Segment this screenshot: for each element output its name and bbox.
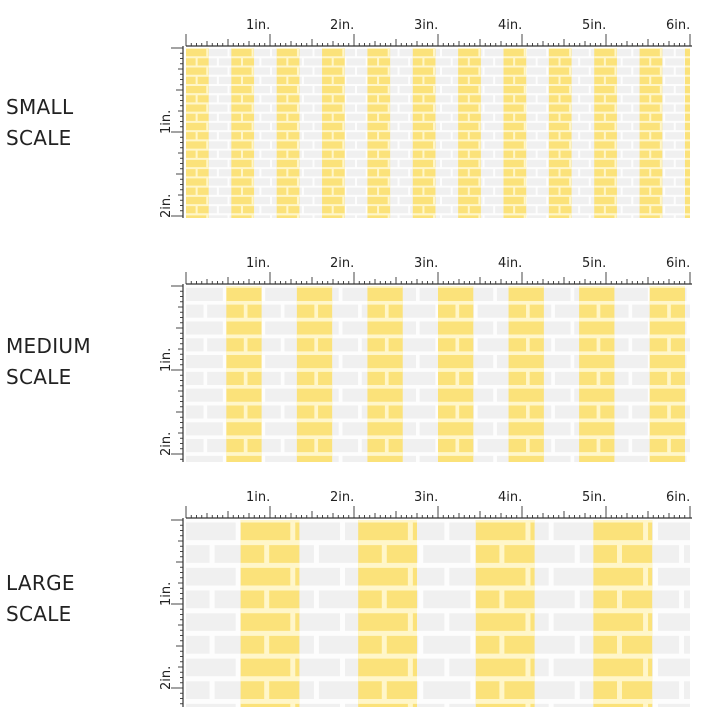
small-scale-label-line1: SMALL — [6, 95, 74, 119]
small-scale-ruler-label: 4in. — [498, 18, 522, 33]
small-scale-ruler-label: 5in. — [582, 18, 606, 33]
large-scale-ruler-label: 2in. — [330, 490, 354, 505]
medium-scale-label: MEDIUM SCALE — [6, 331, 91, 393]
small-scale-yellow-stripe — [684, 48, 690, 218]
medium-scale-ruler-label: 2in. — [330, 256, 354, 271]
large-scale-label-line2: SCALE — [6, 602, 72, 626]
small-scale-fabric — [186, 48, 690, 218]
small-scale-label-line2: SCALE — [6, 126, 72, 150]
small-scale-vertical-label: 1in. — [159, 110, 174, 134]
large-scale-ruler-label: 3in. — [414, 490, 438, 505]
small-scale-vertical-label: 2in. — [159, 194, 174, 218]
large-scale-swatch: 1in. 2in. 3in. 4in. 5in. 6in. 1in. 2in. — [159, 490, 692, 707]
large-scale-fabric — [186, 520, 690, 707]
large-scale-ruler-label: 4in. — [498, 490, 522, 505]
medium-scale-vertical-label: 1in. — [159, 348, 174, 372]
medium-scale-ruler-label: 1in. — [246, 256, 270, 271]
medium-scale-label-line2: SCALE — [6, 365, 72, 389]
medium-scale-fabric — [186, 286, 690, 462]
large-scale-vertical-label: 1in. — [159, 582, 174, 606]
large-scale-label-line1: LARGE — [6, 571, 75, 595]
large-scale-yellow-stripe — [358, 520, 417, 707]
small-scale-ruler-label: 2in. — [330, 18, 354, 33]
large-scale-ruler-label: 5in. — [582, 490, 606, 505]
medium-scale-ruler-label: 5in. — [582, 256, 606, 271]
medium-scale-ruler-label: 4in. — [498, 256, 522, 271]
small-scale-ruler-label: 6in. — [666, 18, 690, 33]
medium-scale-vertical-label: 2in. — [159, 432, 174, 456]
small-scale-ruler-label: 3in. — [414, 18, 438, 33]
large-scale-yellow-stripe — [475, 520, 535, 707]
large-scale-label: LARGE SCALE — [6, 568, 75, 630]
medium-scale-label-line1: MEDIUM — [6, 334, 91, 358]
medium-scale-ruler-label: 3in. — [414, 256, 438, 271]
large-scale-yellow-stripe — [240, 520, 300, 707]
small-scale-label: SMALL SCALE — [6, 92, 73, 154]
medium-scale-ruler-label: 6in. — [666, 256, 690, 271]
small-scale-swatch: 1in. 2in. 3in. 4in. 5in. 6in. 1in. 2in. — [159, 18, 692, 218]
large-scale-vertical-label: 2in. — [159, 666, 174, 690]
medium-scale-swatch: 1in. 2in. 3in. 4in. 5in. 6in. 1in. 2in. — [159, 256, 692, 462]
small-scale-ruler-label: 1in. — [246, 18, 270, 33]
large-scale-yellow-stripe — [593, 520, 653, 707]
large-scale-ruler-label: 1in. — [246, 490, 270, 505]
large-scale-ruler-label: 6in. — [666, 490, 690, 505]
